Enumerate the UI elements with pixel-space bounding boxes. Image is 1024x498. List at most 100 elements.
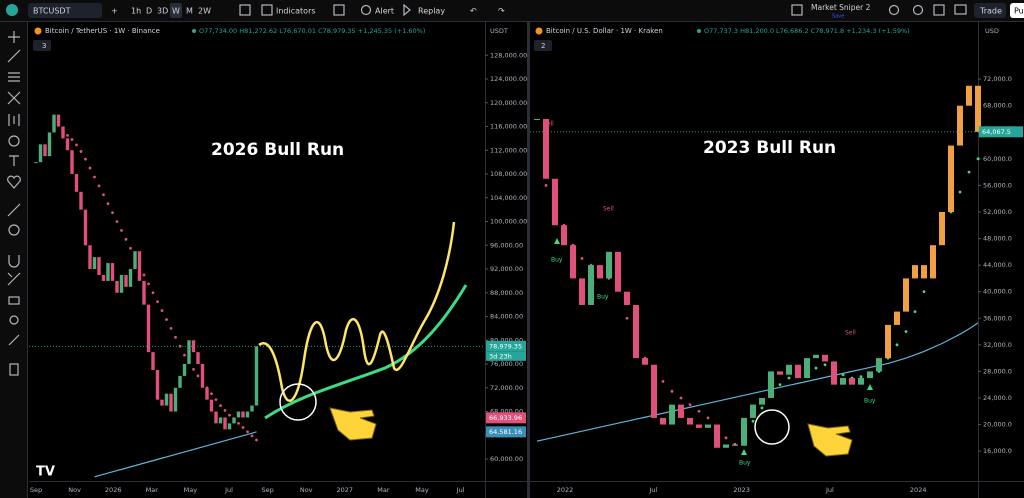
candle (534, 118, 540, 120)
candle (133, 251, 137, 270)
delete-tool[interactable] (9, 363, 19, 376)
layout-status: Save (832, 14, 844, 20)
trailing-stop-dot (751, 419, 755, 423)
candle (178, 375, 182, 388)
countdown-label: 3d 23h (489, 352, 512, 360)
snapshot-icon[interactable] (954, 4, 967, 15)
candle (115, 280, 119, 293)
measure-tool[interactable] (7, 203, 21, 217)
pattern-tool[interactable] (7, 91, 21, 105)
candle (254, 346, 259, 406)
replay-icon[interactable] (403, 3, 411, 17)
symbol[interactable]: BTCUSDT (33, 7, 71, 16)
undo[interactable]: ↶ (469, 7, 477, 16)
x-tick-label: Nov (68, 486, 81, 494)
chart-type-icon[interactable] (239, 4, 251, 16)
trade-button[interactable]: Trade (979, 7, 1002, 16)
price-label-box (486, 412, 526, 424)
trade-button-bg[interactable] (974, 3, 1006, 18)
interval[interactable]: W (172, 7, 180, 16)
alert-icon[interactable] (360, 4, 372, 16)
forecast-tool[interactable] (8, 114, 20, 126)
stay-drawing-tool[interactable] (7, 272, 21, 286)
signal-arrow (741, 449, 747, 455)
indicator-count[interactable]: 2 (541, 42, 545, 50)
indicator-count-bg[interactable] (33, 40, 51, 51)
redo[interactable]: ↷ (498, 7, 505, 16)
lock-tool[interactable] (8, 296, 20, 305)
interval[interactable]: 3D (157, 7, 168, 16)
fullscreen-icon[interactable] (933, 4, 945, 16)
crosshair-tool[interactable] (8, 31, 20, 43)
y-tick-label: 24,000.0 (983, 394, 1012, 402)
candle (543, 118, 549, 179)
candle (678, 404, 684, 418)
trailing-stop-dot (70, 138, 74, 141)
candle (768, 371, 774, 398)
trailing-stop-dot (115, 220, 119, 223)
ohlc: O77,734.00 H81,272.62 L76,670.01 C78,979… (199, 27, 425, 35)
templates-icon[interactable] (333, 4, 345, 16)
candle (741, 417, 747, 446)
trailing-stop-dot (156, 300, 159, 304)
interval[interactable]: 2W (198, 7, 211, 16)
zoom-tool[interactable] (8, 224, 20, 236)
y-tick-label: 44,000.0 (983, 261, 1012, 269)
price-label-box (486, 426, 526, 438)
alert-button[interactable]: Alert (375, 7, 394, 16)
y-tick-label: 56,000.0 (983, 181, 1012, 189)
signal-label: Buy (551, 257, 563, 264)
interval[interactable]: M (186, 7, 193, 16)
icons-tool[interactable] (7, 175, 21, 189)
candle (110, 263, 115, 281)
avatar[interactable] (6, 4, 18, 16)
trailing-stop-dot (120, 229, 123, 232)
currency-unit[interactable]: USD (985, 27, 999, 35)
candle (200, 364, 205, 388)
fib-tool[interactable] (8, 72, 20, 82)
candle (831, 361, 837, 385)
indicator-count[interactable]: 3 (42, 42, 46, 50)
y-tick-label: 112,000.00 (490, 146, 527, 154)
drawing-toolbar (0, 22, 27, 498)
layout-icon[interactable] (791, 4, 803, 16)
trailing-stop-dot (967, 170, 971, 174)
y-tick-label: 88,000.00 (490, 289, 523, 297)
candle (669, 404, 675, 425)
candle (786, 364, 792, 375)
candle (236, 411, 241, 418)
search-icon[interactable] (888, 4, 900, 16)
interval[interactable]: 1h (131, 7, 141, 16)
replay-button[interactable]: Replay (418, 7, 445, 16)
trendline-tool[interactable] (7, 49, 21, 63)
text-tool[interactable] (9, 155, 19, 166)
candle (70, 150, 74, 175)
candle (124, 274, 128, 287)
settings-icon[interactable] (912, 4, 924, 16)
publish-button[interactable]: Pu (1014, 7, 1024, 16)
candle (97, 257, 101, 275)
currency-unit[interactable]: USDT (490, 27, 508, 35)
add-symbol[interactable]: + (111, 7, 118, 16)
y-tick-label: 68,000.00 (490, 408, 523, 416)
layout-name[interactable]: Market Sniper 2 (811, 3, 871, 12)
indicators-button[interactable]: Indicators (276, 7, 316, 16)
indicator-count-bg[interactable] (534, 40, 552, 51)
magnet-tool[interactable] (8, 255, 20, 268)
hide-tool[interactable] (9, 315, 19, 325)
indicators-icon[interactable] (261, 4, 273, 16)
publish-button-bg[interactable] (1010, 3, 1024, 18)
candle (151, 352, 155, 370)
highlight-circle (754, 409, 790, 445)
countdown-box (486, 351, 526, 361)
candle (88, 245, 92, 270)
shapes-tool[interactable] (8, 135, 20, 147)
y-tick-label: 68,000.0 (983, 102, 1012, 110)
symbol-icon (535, 27, 543, 35)
tree-tool[interactable] (8, 334, 20, 346)
interval[interactable]: D (146, 7, 152, 16)
pane-title: 2023 Bull Run (703, 138, 836, 158)
y-tick-label: 72,000.0 (983, 75, 1012, 83)
candle (849, 378, 855, 385)
symbol-search[interactable] (28, 3, 102, 18)
